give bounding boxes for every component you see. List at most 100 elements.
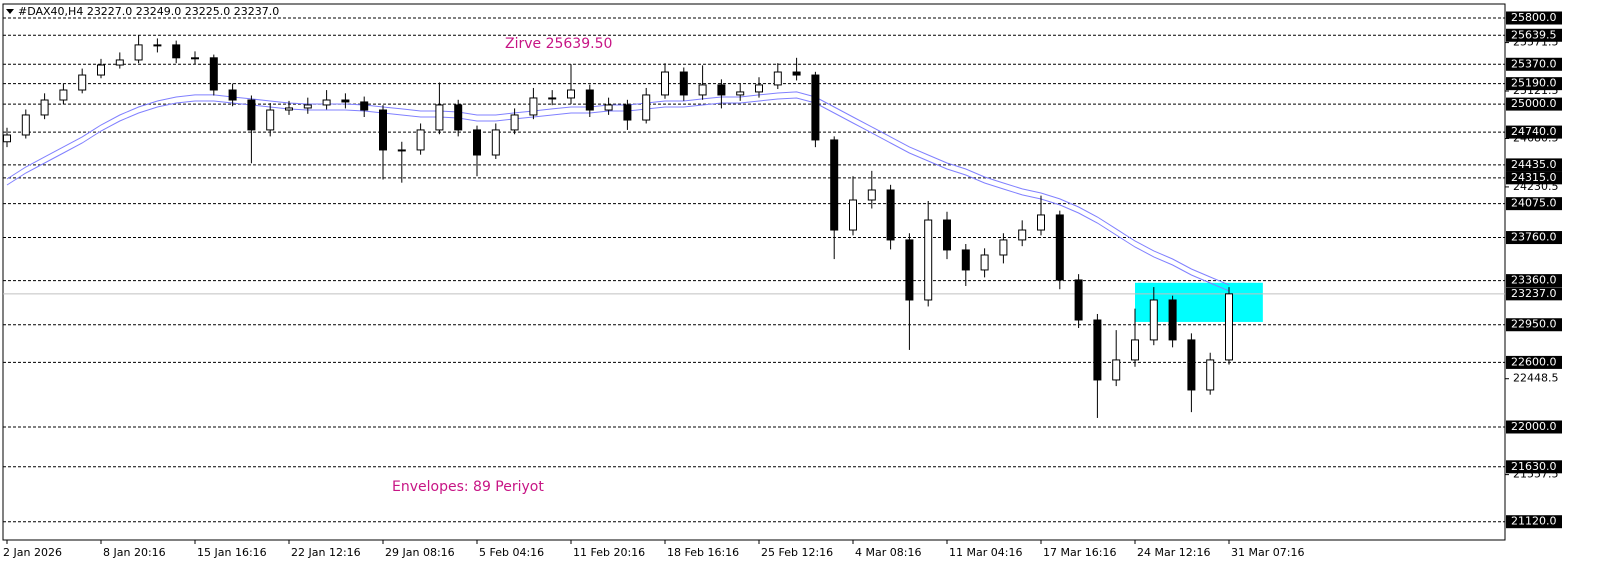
candle-body	[585, 89, 594, 111]
candle-body	[849, 199, 857, 231]
candle-body	[548, 97, 557, 100]
price-label: 25370.0	[1511, 57, 1557, 70]
candle-body	[1112, 359, 1121, 381]
price-label-box	[1506, 197, 1562, 211]
candle-body	[661, 71, 669, 96]
candle-body	[228, 89, 237, 101]
candle-body	[115, 59, 124, 66]
candle-body	[247, 99, 256, 131]
candle-body	[153, 44, 162, 47]
candle-body	[924, 219, 933, 301]
candle-body	[1018, 229, 1027, 241]
candle-body	[886, 189, 895, 241]
price-label-box	[1506, 355, 1562, 369]
price-label: 21630.0	[1511, 460, 1557, 473]
x-tick-label: 4 Mar 08:16	[855, 546, 921, 559]
price-label: 22600.0	[1511, 355, 1557, 368]
candle-body	[905, 239, 914, 301]
candle-body	[266, 109, 275, 131]
x-tick-label: 29 Jan 08:16	[385, 546, 455, 559]
price-label: 24315.0	[1511, 171, 1557, 184]
x-tick-label: 11 Feb 20:16	[573, 546, 645, 559]
candle-body	[172, 44, 181, 59]
candle-body	[961, 249, 970, 271]
candle-body	[642, 94, 651, 121]
price-label-box	[1506, 420, 1562, 434]
price-label: 21120.0	[1511, 515, 1557, 528]
price-label-box	[1506, 460, 1562, 474]
candle-body	[59, 89, 68, 101]
price-label-box	[1506, 158, 1562, 172]
candle-body	[303, 104, 312, 109]
candle-body	[1093, 319, 1102, 381]
price-label: 25190.0	[1511, 77, 1557, 90]
price-label-box	[1506, 274, 1562, 288]
chart-title: #DAX40,H4 23227.0 23249.0 23225.0 23237.…	[18, 5, 279, 18]
price-label-box	[1506, 11, 1562, 25]
candle-body	[811, 74, 820, 141]
candle-body	[379, 109, 387, 151]
x-tick-label: 8 Jan 20:16	[103, 546, 166, 559]
candle-body	[473, 129, 481, 156]
candle-body	[717, 84, 726, 96]
price-label-box	[1506, 77, 1562, 91]
x-tick-label: 5 Feb 04:16	[479, 546, 544, 559]
price-label: 23360.0	[1511, 274, 1557, 287]
candle-body	[191, 57, 199, 60]
y-tick-label: 22448.5	[1513, 372, 1559, 385]
candle-body	[1168, 299, 1177, 341]
candle-body	[510, 114, 519, 131]
price-label-box	[1506, 57, 1562, 71]
candle-body	[21, 114, 30, 136]
price-label-box	[1506, 97, 1562, 111]
price-label: 25000.0	[1511, 97, 1557, 110]
candle-body	[1055, 214, 1064, 281]
envelope-line	[6, 91, 1230, 286]
candle-body	[792, 71, 801, 76]
candle-body	[341, 99, 350, 103]
price-label: 24740.0	[1511, 125, 1557, 138]
price-label: 25639.5	[1511, 28, 1557, 41]
candle-body	[1187, 339, 1196, 391]
price-label-box	[1506, 28, 1562, 42]
candle-body	[604, 104, 613, 111]
candle-body	[1149, 299, 1158, 341]
x-tick-label: 18 Feb 16:16	[667, 546, 739, 559]
candle-body	[1074, 279, 1083, 321]
x-tick-label: 24 Mar 12:16	[1137, 546, 1210, 559]
candle-body	[97, 64, 105, 76]
price-label-box	[1506, 171, 1562, 185]
candle-body	[454, 104, 463, 131]
candle-body	[209, 57, 218, 91]
x-tick-label: 31 Mar 07:16	[1231, 546, 1304, 559]
price-label-box	[1506, 287, 1562, 301]
candle-body	[1225, 293, 1233, 361]
candle-body	[867, 189, 876, 201]
candle-body	[773, 71, 782, 86]
candle-body	[679, 71, 688, 96]
menu-arrow[interactable]	[6, 9, 14, 14]
candle-body	[1206, 359, 1215, 391]
price-label: 24435.0	[1511, 158, 1557, 171]
candle-body	[397, 149, 406, 152]
candle-body	[491, 129, 500, 156]
price-label: 24075.0	[1511, 197, 1557, 210]
candle-body	[435, 104, 444, 131]
price-label: 23237.0	[1511, 287, 1557, 300]
candle-body	[1131, 339, 1139, 361]
price-label-box	[1506, 515, 1562, 529]
envelope-line	[6, 97, 1230, 292]
x-tick-label: 2 Jan 2026	[3, 546, 62, 559]
annotation: Zirve 25639.50	[505, 36, 612, 52]
price-label: 23760.0	[1511, 231, 1557, 244]
price-label-box	[1506, 125, 1562, 139]
candle-body	[529, 97, 538, 116]
price-label-box	[1506, 318, 1562, 332]
price-label: 22950.0	[1511, 318, 1557, 331]
price-label-box	[1506, 231, 1562, 245]
candle-body	[698, 84, 707, 96]
candle-body	[567, 89, 575, 99]
candle-body	[3, 134, 11, 143]
